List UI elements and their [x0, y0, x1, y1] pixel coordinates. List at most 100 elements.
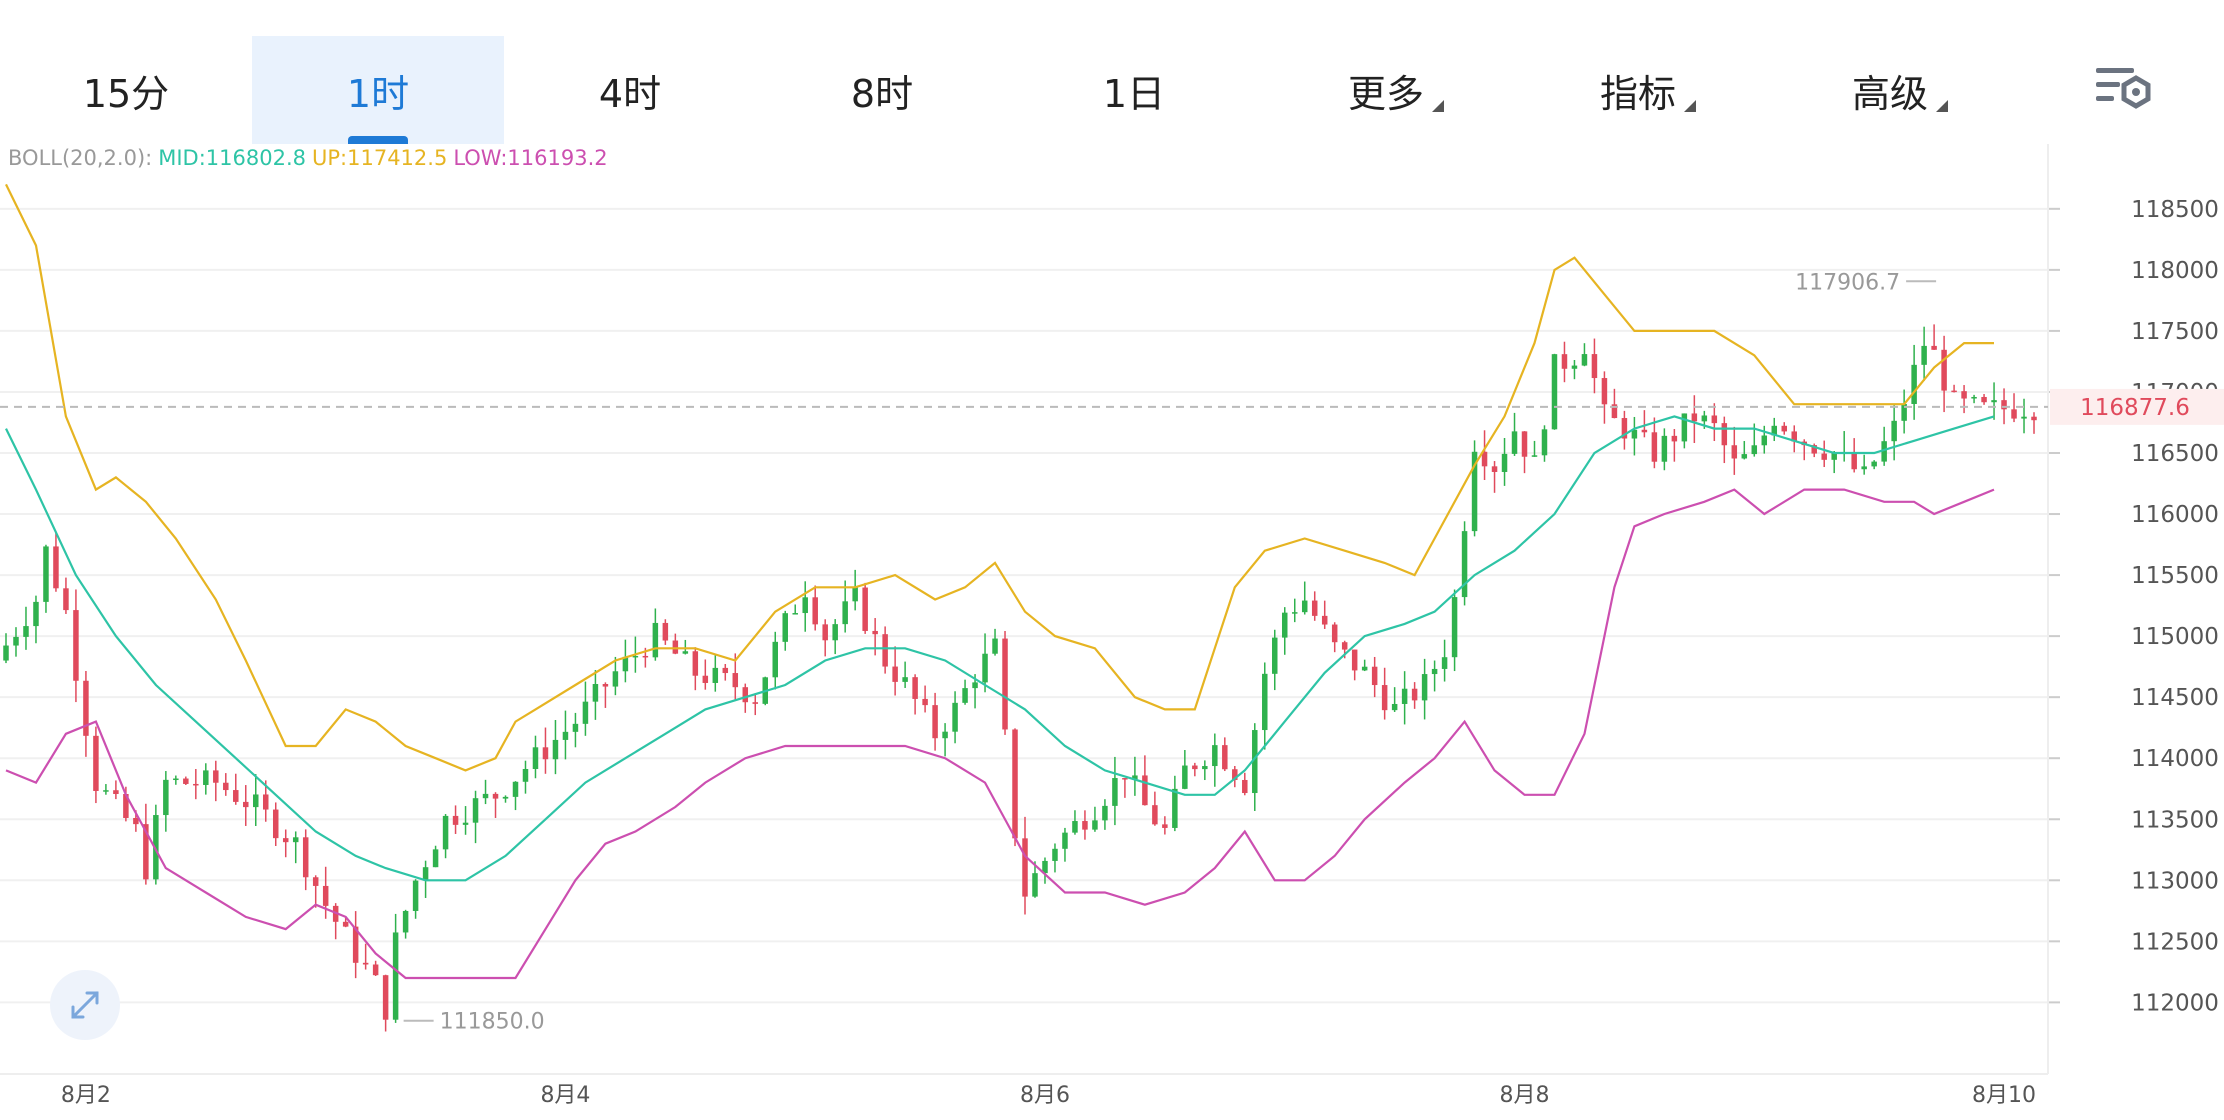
candle-body — [902, 677, 908, 682]
candle-body — [932, 705, 938, 739]
candle-body — [512, 781, 519, 797]
candle-body — [183, 778, 189, 784]
y-tick-label: 118500 — [2131, 197, 2219, 223]
x-tick-label: 8月6 — [1020, 1083, 1070, 1108]
candle-body — [652, 622, 659, 658]
candle-body — [472, 798, 479, 823]
y-tick-label: 112000 — [2131, 990, 2219, 1016]
candle-body — [1551, 354, 1558, 430]
candle-body — [1641, 429, 1648, 433]
candle-body — [1182, 765, 1188, 789]
candle-body — [862, 587, 868, 631]
candle-body — [103, 790, 109, 792]
candle-body — [1811, 445, 1817, 454]
candle-body — [1501, 453, 1508, 472]
candle-body — [1851, 451, 1857, 470]
x-tick-label: 8月8 — [1500, 1083, 1550, 1108]
candle-body — [1172, 788, 1178, 828]
candle-body — [133, 817, 139, 825]
tab-advanced[interactable]: 高级 — [1764, 36, 2016, 144]
candle-body — [1701, 415, 1708, 422]
x-tick-label: 8月10 — [1972, 1083, 2036, 1108]
candle-body — [1421, 674, 1428, 701]
tab-indicators[interactable]: 指标 — [1512, 36, 1764, 144]
tab-label: 1时 — [346, 71, 410, 116]
candle-body — [1461, 531, 1468, 598]
candle-body — [822, 624, 828, 641]
candle-body — [1781, 425, 1788, 432]
candle-body — [53, 546, 59, 589]
candle-body — [622, 656, 629, 672]
candle-body — [13, 636, 19, 646]
candle-body — [1601, 378, 1608, 405]
candle-body — [842, 601, 848, 625]
low-marker-label: 111850.0 — [440, 1010, 545, 1035]
candle-body — [1132, 775, 1138, 780]
candle-body — [1471, 451, 1478, 532]
candle-body — [1281, 612, 1288, 638]
candle-body — [1341, 642, 1348, 650]
legend-up: UP:117412.5 — [312, 146, 448, 170]
candle-body — [1272, 637, 1278, 674]
current-price-label: 116877.6 — [2080, 395, 2190, 421]
candle-body — [522, 768, 529, 782]
y-tick-label: 114000 — [2131, 746, 2219, 772]
tab-4h[interactable]: 4时 — [504, 36, 756, 144]
candle-body — [1042, 860, 1048, 874]
candle-body — [123, 793, 129, 818]
candle-body — [1741, 454, 1748, 459]
candle-body — [1371, 666, 1378, 686]
expand-icon[interactable] — [50, 970, 120, 1040]
tab-label: 4时 — [598, 71, 662, 116]
candle-body — [972, 682, 978, 689]
candle-body — [1711, 415, 1718, 424]
dropdown-triangle-icon — [1432, 100, 1444, 112]
candle-body — [1321, 615, 1328, 625]
candlestick-chart[interactable]: 1185001180001175001170001165001160001155… — [0, 144, 2224, 1120]
candle-body — [942, 731, 948, 739]
candle-body — [922, 698, 928, 706]
legend-mid: MID:116802.8 — [158, 146, 306, 170]
candle-body — [1202, 766, 1208, 770]
candle-body — [2011, 409, 2017, 419]
candle-body — [1481, 451, 1488, 467]
candle-body — [362, 962, 369, 965]
candle-body — [1521, 431, 1528, 457]
candle-body — [722, 667, 729, 674]
tab-15m[interactable]: 15分 — [0, 36, 252, 144]
dropdown-triangle-icon — [1684, 100, 1696, 112]
candle-body — [1621, 418, 1628, 439]
y-tick-label: 113500 — [2131, 807, 2219, 833]
tab-1d[interactable]: 1日 — [1008, 36, 1260, 144]
tab-label: 高级 — [1851, 71, 1928, 116]
candle-body — [163, 779, 169, 816]
tab-more[interactable]: 更多 — [1260, 36, 1512, 144]
candle-body — [1761, 435, 1768, 446]
candle-body — [1561, 354, 1568, 369]
candle-body — [1391, 703, 1398, 711]
candle-body — [1052, 848, 1058, 861]
candle-body — [1671, 435, 1678, 442]
legend-low: LOW:116193.2 — [453, 146, 608, 170]
y-tick-label: 113000 — [2131, 868, 2219, 894]
candle-body — [1991, 400, 1997, 403]
timeframe-tabbar: 15分 1时 4时 8时 1日 更多 指标 高级 — [0, 0, 2224, 144]
candle-body — [23, 626, 29, 637]
candle-body — [532, 747, 539, 769]
candle-body — [782, 613, 788, 642]
tab-1h[interactable]: 1时 — [252, 36, 504, 144]
candle-body — [802, 597, 808, 614]
tab-8h[interactable]: 8时 — [756, 36, 1008, 144]
candle-body — [1941, 349, 1947, 391]
candle-body — [542, 747, 549, 760]
chart-settings-icon[interactable] — [2090, 60, 2154, 120]
candle-body — [982, 653, 988, 683]
candle-body — [1951, 390, 1957, 393]
candle-body — [812, 597, 818, 625]
candle-body — [2021, 416, 2027, 419]
current-price-tag — [2050, 388, 2224, 425]
candle-body — [93, 735, 99, 791]
candle-body — [402, 910, 409, 933]
candle-body — [882, 634, 888, 667]
candle-body — [692, 651, 699, 676]
